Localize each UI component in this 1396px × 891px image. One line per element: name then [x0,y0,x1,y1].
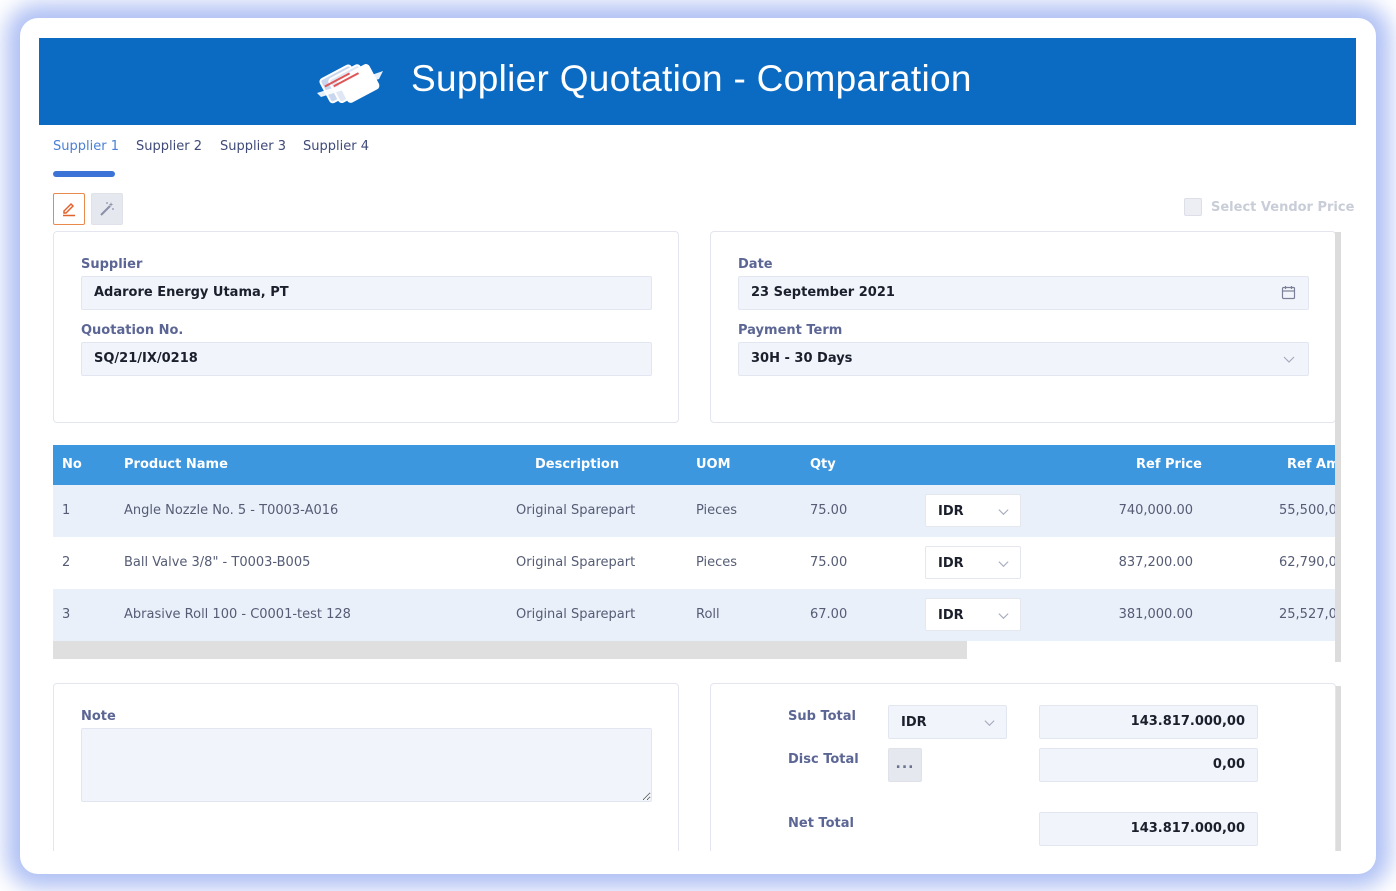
disc-total-label: Disc Total [788,752,859,767]
supplier-field[interactable]: Adarore Energy Utama, PT [81,276,652,310]
sub-total-currency: IDR [901,715,927,730]
cell-description: Original Sparepart [516,607,636,622]
chevron-down-icon [998,561,1009,568]
cell-uom: Roll [696,607,720,622]
supplier-info-card: Supplier Adarore Energy Utama, PT Quotat… [53,231,679,423]
col-uom: UOM [696,457,731,472]
net-total-label: Net Total [788,816,854,831]
col-description: Description [535,457,620,472]
note-card: Note [53,683,679,851]
currency-select[interactable]: IDR [925,598,1021,631]
tab-supplier-3[interactable]: Supplier 3 [220,139,286,154]
sub-total-currency-select[interactable]: IDR [888,705,1007,739]
cell-no: 3 [62,607,71,622]
cell-no: 2 [62,555,71,570]
edit-button[interactable] [53,193,85,225]
magic-wand-icon [100,202,114,216]
note-label: Note [81,709,116,724]
currency-value: IDR [938,556,964,571]
col-ref-amount: Ref Am [1287,457,1336,472]
vendor-price-checkbox[interactable] [1184,198,1202,216]
app-window: Supplier Quotation - Comparation Supplie… [39,38,1356,851]
table-row[interactable]: 1 Angle Nozzle No. 5 - T0003-A016 Origin… [53,485,1336,537]
items-table: No Product Name Description UOM Qty Ref … [53,445,1336,659]
cell-description: Original Sparepart [516,503,636,518]
chevron-down-icon [998,613,1009,620]
cell-uom: Pieces [696,555,738,570]
vertical-scrollbar[interactable] [1335,232,1341,662]
note-textarea[interactable] [81,728,652,802]
table-header: No Product Name Description UOM Qty Ref … [53,445,1336,485]
chevron-down-icon [984,720,995,727]
table-row[interactable]: 3 Abrasive Roll 100 - C0001-test 128 Ori… [53,589,1336,641]
cell-ref-amount: 55,500,00 [1279,503,1336,518]
currency-select[interactable]: IDR [925,494,1021,527]
cell-no: 1 [62,503,71,518]
date-field[interactable]: 23 September 2021 [738,276,1309,310]
cell-description: Original Sparepart [516,555,636,570]
cell-qty: 75.00 [810,503,848,518]
currency-value: IDR [938,608,964,623]
cell-qty: 67.00 [810,607,848,622]
cell-ref-price: 381,000.00 [1118,607,1193,622]
payment-term-select[interactable]: 30H - 30 Days [738,342,1309,376]
select-vendor-price[interactable]: Select Vendor Price [1184,198,1354,216]
page-header: Supplier Quotation - Comparation [39,38,1356,125]
sub-total-label: Sub Total [788,709,856,724]
payment-term-value: 30H - 30 Days [751,351,853,366]
table-row[interactable]: 2 Ball Valve 3/8" - T0003-B005 Original … [53,537,1336,589]
cell-product: Abrasive Roll 100 - C0001-test 128 [124,607,351,622]
calendar-icon[interactable] [1281,285,1296,300]
cell-product: Angle Nozzle No. 5 - T0003-A016 [124,503,339,518]
vertical-scrollbar-lower[interactable] [1335,686,1341,851]
chevron-down-icon [998,509,1009,516]
horizontal-scrollbar[interactable] [53,641,967,659]
quotation-no-field[interactable]: SQ/21/IX/0218 [81,342,652,376]
disc-options-button[interactable]: ... [888,748,922,782]
currency-select[interactable]: IDR [925,546,1021,579]
date-value: 23 September 2021 [751,285,895,300]
cell-uom: Pieces [696,503,738,518]
cell-product: Ball Valve 3/8" - T0003-B005 [124,555,311,570]
date-label: Date [738,257,773,272]
cell-ref-amount: 25,527,00 [1279,607,1336,622]
quotation-terms-card: Date 23 September 2021 Payment Term 30H … [710,231,1336,423]
cell-ref-amount: 62,790,00 [1279,555,1336,570]
quotation-no-label: Quotation No. [81,323,184,338]
vendor-price-label: Select Vendor Price [1211,199,1355,215]
pencil-icon [63,202,75,217]
col-no: No [62,457,82,472]
tab-supplier-4[interactable]: Supplier 4 [303,139,369,154]
col-ref-price: Ref Price [1136,457,1202,472]
quotation-logo-icon [317,64,383,104]
cell-ref-price: 740,000.00 [1118,503,1193,518]
tab-supplier-2[interactable]: Supplier 2 [136,139,202,154]
cell-ref-price: 837,200.00 [1118,555,1193,570]
page-title: Supplier Quotation - Comparation [411,58,972,99]
col-product-name: Product Name [124,457,228,472]
net-total-field[interactable]: 143.817.000,00 [1039,812,1258,846]
chevron-down-icon [1283,356,1295,363]
col-qty: Qty [810,457,836,472]
sub-total-field[interactable]: 143.817.000,00 [1039,705,1258,739]
cell-qty: 75.00 [810,555,848,570]
payment-term-label: Payment Term [738,323,843,338]
magic-wand-button[interactable] [91,193,123,225]
active-tab-indicator [53,171,115,177]
disc-total-field[interactable]: 0,00 [1039,748,1258,782]
totals-card: Sub Total IDR 143.817.000,00 Disc Total … [710,683,1336,851]
tab-supplier-1[interactable]: Supplier 1 [53,139,119,154]
currency-value: IDR [938,504,964,519]
supplier-label: Supplier [81,257,143,272]
